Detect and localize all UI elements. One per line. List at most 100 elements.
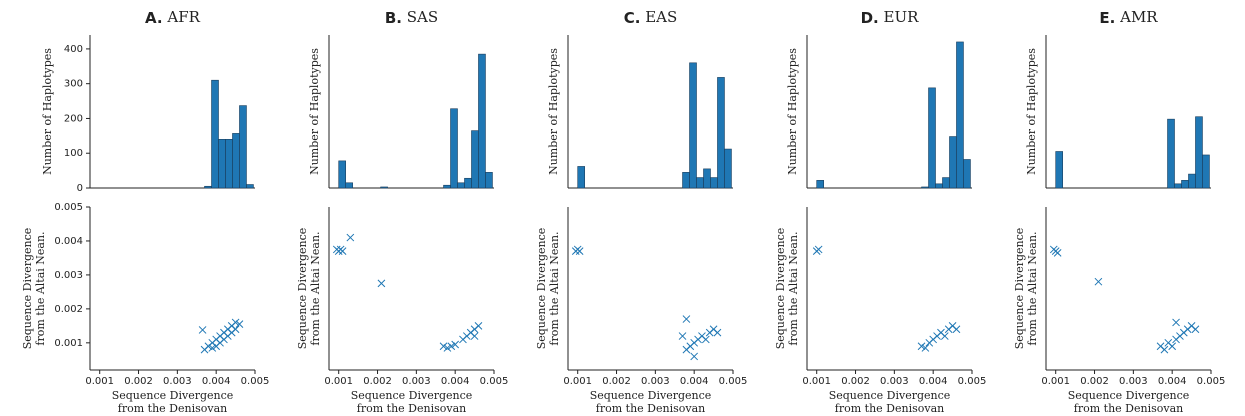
y-axis-label: Number of Haplotypes xyxy=(308,48,321,175)
histogram-bar xyxy=(478,53,486,189)
x-axis-label: from the Denisovan xyxy=(357,402,466,415)
panel-title: C. EAS xyxy=(624,8,678,27)
panel-letter: D. xyxy=(861,9,879,27)
y-axis-label: Sequence Divergence xyxy=(1013,228,1026,350)
panel-title: D. EUR xyxy=(861,8,920,27)
x-tick-label: 0.002 xyxy=(124,376,153,387)
histogram-bar xyxy=(703,168,711,189)
y-axis-label: from the Altai Nean. xyxy=(309,231,322,345)
y-tick-label: 0 xyxy=(77,183,83,194)
panel-name: AFR xyxy=(166,8,200,26)
histogram-bar xyxy=(1167,118,1175,189)
histogram-bar xyxy=(577,166,585,189)
panel-name: EUR xyxy=(884,8,920,26)
scatter-point xyxy=(231,325,240,334)
panel-name: EAS xyxy=(645,8,677,26)
scatter-point xyxy=(940,332,949,340)
y-axis-label: from the Altai Nean. xyxy=(34,231,47,345)
scatter-point xyxy=(917,342,926,351)
histogram-bar xyxy=(239,105,247,189)
panel-title: E. AMR xyxy=(1099,8,1158,27)
y-tick-label: 0.003 xyxy=(54,270,83,281)
y-axis-label: Number of Haplotypes xyxy=(786,48,799,175)
x-tick-label: 0.004 xyxy=(202,376,231,387)
x-tick-label: 0.004 xyxy=(919,376,948,387)
histogram-bar xyxy=(345,182,353,189)
histogram-bar xyxy=(1181,180,1189,189)
scatter-point xyxy=(1160,345,1169,354)
histogram-bar xyxy=(204,185,212,189)
x-tick-label: 0.002 xyxy=(1080,376,1109,387)
x-tick-label: 0.003 xyxy=(1119,376,1148,387)
y-axis-label: Sequence Divergence xyxy=(774,228,787,350)
scatter-point xyxy=(575,247,584,255)
histogram-bar xyxy=(689,62,697,189)
scatter-point xyxy=(1053,248,1062,257)
x-tick-label: 0.005 xyxy=(480,376,509,387)
y-tick-label: 100 xyxy=(64,148,83,159)
y-tick-label: 400 xyxy=(64,44,83,55)
scatter-point xyxy=(474,322,483,330)
x-axis-label: Sequence Divergence xyxy=(112,389,234,402)
x-tick-label: 0.005 xyxy=(241,376,270,387)
histogram-bar xyxy=(963,159,971,189)
x-tick-label: 0.002 xyxy=(602,376,631,387)
x-tick-label: 0.004 xyxy=(1158,376,1187,387)
x-axis-label: from the Denisovan xyxy=(1074,402,1183,415)
histogram-bar xyxy=(816,180,824,189)
panel-name: AMR xyxy=(1119,8,1158,26)
x-tick-label: 0.005 xyxy=(1197,376,1226,387)
y-axis-label: Sequence Divergence xyxy=(296,228,309,350)
x-axis-label: Sequence Divergence xyxy=(590,389,712,402)
histogram-bar xyxy=(696,177,704,189)
scatter-point xyxy=(198,326,207,334)
histogram-bar xyxy=(225,139,233,189)
histogram-bar xyxy=(935,183,943,189)
x-axis-label: Sequence Divergence xyxy=(1068,389,1190,402)
scatter-point xyxy=(921,344,930,352)
y-tick-label: 300 xyxy=(64,79,83,90)
histogram-bar xyxy=(724,148,732,189)
scatter-point xyxy=(377,279,386,288)
x-axis-label: from the Denisovan xyxy=(835,402,944,415)
histogram-bar xyxy=(218,139,226,189)
panel-title: B. SAS xyxy=(385,8,438,27)
scatter-point xyxy=(1168,342,1177,351)
histogram-bar xyxy=(956,41,964,189)
panel-letter: B. xyxy=(385,9,402,27)
histogram-bar xyxy=(1174,183,1182,189)
histogram-bar xyxy=(443,184,451,189)
y-axis-label: Number of Haplotypes xyxy=(547,48,560,175)
y-axis-label: Sequence Divergence xyxy=(535,228,548,350)
scatter-point xyxy=(690,352,699,361)
histogram-bar xyxy=(232,133,240,189)
scatter-point xyxy=(713,328,722,337)
histogram-bar xyxy=(211,79,219,189)
y-axis-label: from the Altai Nean. xyxy=(787,231,800,345)
y-axis-label: Number of Haplotypes xyxy=(1025,48,1038,175)
panel-letter: C. xyxy=(624,9,641,27)
x-tick-label: 0.004 xyxy=(680,376,709,387)
histogram-bar xyxy=(246,184,254,189)
histogram-bar xyxy=(464,177,472,189)
scatter-point xyxy=(701,335,710,344)
panel-letter: A. xyxy=(145,9,163,27)
scatter-point xyxy=(338,247,347,255)
histogram-bar xyxy=(485,172,493,189)
histogram-bar xyxy=(717,77,725,189)
x-tick-label: 0.004 xyxy=(441,376,470,387)
x-tick-label: 0.002 xyxy=(363,376,392,387)
scatter-point xyxy=(470,332,479,340)
x-tick-label: 0.001 xyxy=(563,376,592,387)
x-axis-label: Sequence Divergence xyxy=(351,389,473,402)
histogram-bar xyxy=(1055,151,1063,189)
histogram-bar xyxy=(949,136,957,189)
y-tick-label: 0.004 xyxy=(54,236,83,247)
x-axis-label: from the Denisovan xyxy=(596,402,705,415)
scatter-point xyxy=(451,340,460,349)
histogram-bar xyxy=(338,160,346,189)
y-axis-label: Sequence Divergence xyxy=(21,228,34,350)
scatter-point xyxy=(1094,277,1103,286)
y-axis-label: from the Altai Nean. xyxy=(1026,231,1039,345)
x-axis-label: from the Denisovan xyxy=(118,402,227,415)
